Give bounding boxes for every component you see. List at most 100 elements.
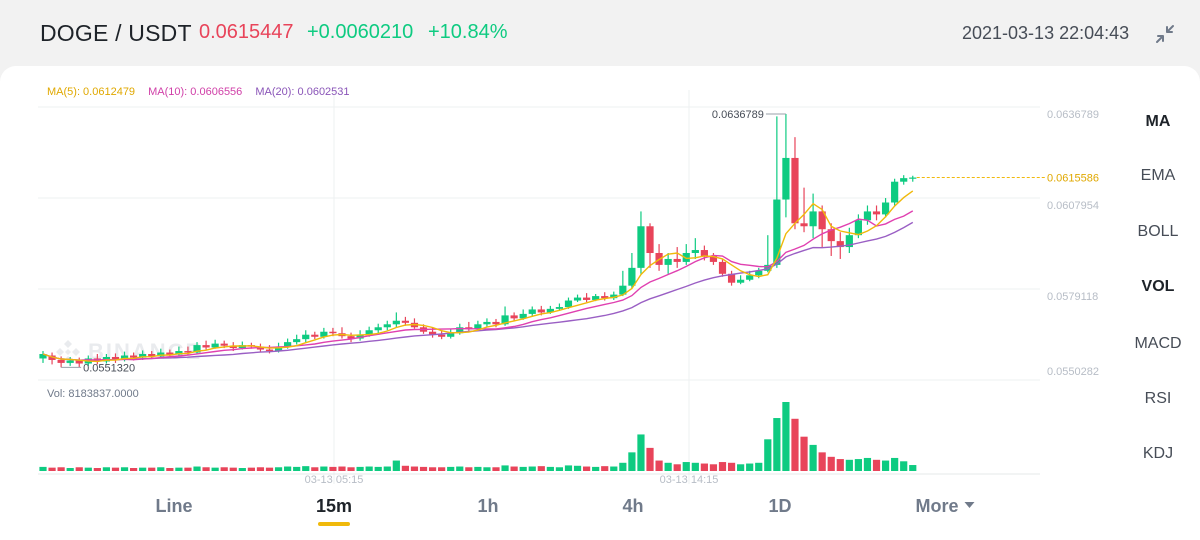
volume-bar	[537, 466, 545, 471]
volume-bar	[573, 465, 582, 471]
candle-body	[673, 258, 681, 262]
volume-bar	[293, 466, 301, 471]
candle-body	[175, 351, 183, 355]
volume-bar	[773, 418, 781, 471]
chart-card	[0, 66, 1200, 540]
volume-bar	[709, 464, 718, 471]
last-price: 0.0615447	[199, 21, 294, 43]
time-axis-label: 03-13 14:15	[660, 474, 719, 486]
candle-body	[809, 211, 817, 227]
timeframe-4h[interactable]: 4h	[622, 496, 644, 516]
volume-bar	[655, 460, 663, 471]
volume-bar	[583, 466, 591, 471]
volume-bar	[274, 467, 283, 471]
candle-body	[619, 285, 627, 295]
candle-body	[664, 258, 672, 265]
timeframe-more[interactable]: More	[915, 496, 975, 517]
timeframe-line[interactable]: Line	[155, 496, 193, 516]
candle-body	[120, 355, 129, 360]
volume-bar	[211, 467, 219, 471]
volume-bar	[157, 467, 165, 471]
volume-bar	[900, 461, 908, 471]
volume-bar	[619, 462, 627, 471]
volume-bar	[555, 467, 564, 471]
candle-body	[383, 324, 391, 328]
volume-label: Vol: 8183837.0000	[47, 388, 139, 400]
timeframe-15m[interactable]: 15m	[315, 496, 353, 516]
candle-body	[75, 360, 83, 364]
volume-bar	[401, 465, 409, 471]
volume-bar	[700, 463, 708, 471]
volume-bar	[302, 466, 310, 471]
candle-body	[365, 330, 373, 335]
menu-item-boll[interactable]: BOLL	[1137, 223, 1179, 240]
price-change: +0.0060210	[307, 21, 414, 43]
volume-bar	[166, 468, 174, 471]
volume-bar	[265, 467, 274, 471]
volume-bar	[347, 467, 355, 471]
price-axis-label: 0.0636789	[1047, 109, 1099, 121]
volume-bar	[66, 468, 74, 471]
menu-item-rsi[interactable]: RSI	[1144, 390, 1172, 407]
candle-body	[311, 334, 319, 337]
volume-bar	[229, 467, 237, 471]
volume-bar	[419, 466, 428, 471]
current-price-label: 0.0615586	[1047, 173, 1099, 185]
collapse-arrows-icon[interactable]	[1153, 22, 1177, 46]
candle-body	[827, 229, 835, 242]
candle-body	[447, 333, 455, 337]
timeframe-1d[interactable]: 1D	[768, 496, 792, 516]
volume-bar	[564, 465, 573, 471]
candle-body	[465, 327, 473, 329]
volume-bar	[120, 467, 129, 471]
candle-body	[456, 327, 464, 334]
candle-body	[782, 157, 790, 200]
volume-bar	[881, 460, 890, 471]
volume-bar	[528, 466, 536, 471]
menu-item-kdj[interactable]: KDJ	[1142, 445, 1174, 462]
volume-bar	[863, 457, 872, 471]
candle-body	[519, 313, 527, 319]
candle-body	[293, 339, 301, 343]
candle-body	[881, 202, 890, 215]
volume-bar	[646, 447, 654, 471]
candle-body	[583, 297, 591, 300]
volume-bar	[872, 459, 881, 471]
volume-bar	[329, 466, 337, 471]
candle-body	[718, 261, 727, 274]
timeframe-1h[interactable]: 1h	[477, 496, 499, 516]
candle-body	[592, 296, 600, 300]
volume-bar	[791, 418, 799, 471]
candle-body	[601, 296, 609, 299]
volume-bar	[184, 467, 192, 471]
volume-bar	[447, 466, 455, 471]
volume-bar	[737, 464, 745, 471]
ma5-line	[42, 190, 914, 363]
candle-body	[48, 355, 56, 360]
volume-bar	[664, 462, 672, 471]
volume-bar	[682, 462, 690, 471]
candle-body	[610, 294, 618, 299]
volume-bar	[383, 466, 391, 471]
menu-item-ma[interactable]: MA	[1145, 113, 1171, 130]
candle-body	[691, 250, 699, 254]
candle-body	[537, 309, 545, 313]
menu-item-ema[interactable]: EMA	[1140, 167, 1176, 184]
candle-body	[157, 352, 165, 357]
volume-bar	[456, 466, 464, 471]
volume-bar	[519, 466, 527, 471]
time-axis-label: 03-13 05:15	[305, 474, 364, 486]
pair-symbol[interactable]: DOGE / USDT	[40, 20, 192, 46]
menu-item-vol[interactable]: VOL	[1141, 278, 1175, 295]
volume-bar	[764, 439, 772, 471]
volume-bar	[84, 467, 92, 471]
volume-bar	[836, 459, 844, 471]
candle-body	[401, 320, 409, 323]
volume-bar	[374, 466, 382, 471]
volume-bar	[175, 467, 183, 471]
volume-bar	[827, 456, 835, 471]
candle-body	[211, 343, 219, 348]
candle-body	[202, 345, 210, 348]
menu-item-macd[interactable]: MACD	[1134, 335, 1182, 352]
